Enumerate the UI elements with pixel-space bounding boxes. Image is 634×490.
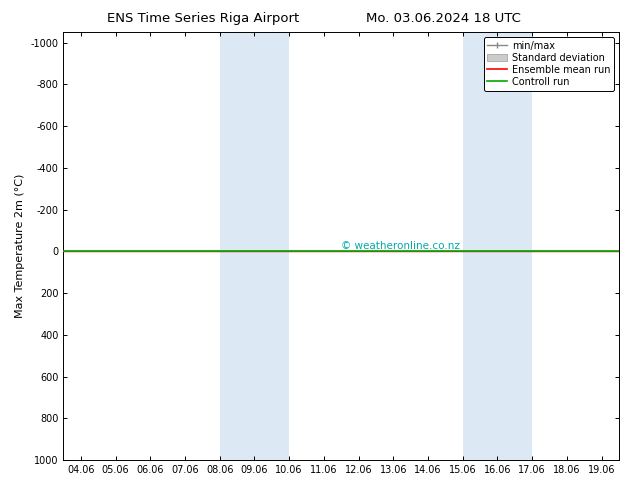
Text: Mo. 03.06.2024 18 UTC: Mo. 03.06.2024 18 UTC <box>366 12 521 25</box>
Legend: min/max, Standard deviation, Ensemble mean run, Controll run: min/max, Standard deviation, Ensemble me… <box>484 37 614 91</box>
Bar <box>463 32 532 460</box>
Text: © weatheronline.co.nz: © weatheronline.co.nz <box>341 242 460 251</box>
Y-axis label: Max Temperature 2m (°C): Max Temperature 2m (°C) <box>15 174 25 318</box>
Text: ENS Time Series Riga Airport: ENS Time Series Riga Airport <box>107 12 299 25</box>
Bar <box>219 32 289 460</box>
